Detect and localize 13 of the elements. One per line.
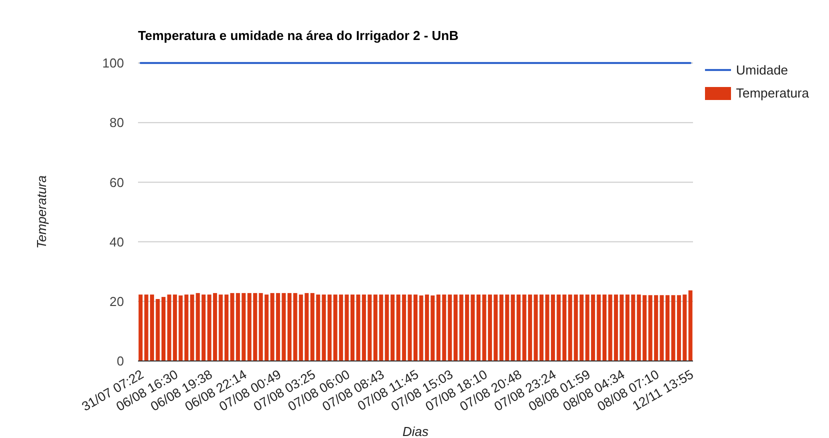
y-tick-label: 60 (110, 174, 124, 190)
bar (688, 290, 692, 361)
bar (138, 294, 143, 361)
y-tick-label: 100 (102, 56, 124, 71)
y-tick-label: 0 (116, 354, 124, 369)
legend-label: Umidade (736, 62, 788, 78)
y-tick-label: 20 (110, 294, 124, 309)
y-tick-label: 80 (110, 115, 124, 130)
chart-title: Temperatura e umidade na área do Irrigador 2 - UnB (138, 28, 459, 43)
x-axis-title: Dias (402, 424, 429, 438)
y-axis-title: Temperatura (34, 175, 49, 249)
y-tick-label: 40 (110, 234, 124, 250)
legend-label: Temperatura (736, 86, 810, 101)
